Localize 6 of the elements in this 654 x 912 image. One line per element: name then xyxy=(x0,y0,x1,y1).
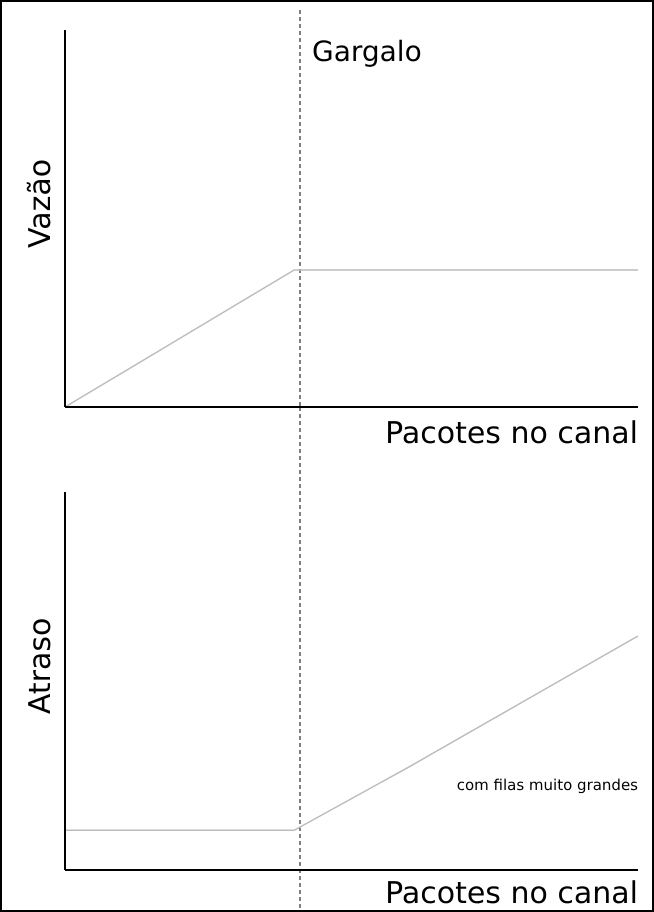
y-axis-title: Vazão xyxy=(23,158,58,248)
x-axis-title: Pacotes no canal xyxy=(385,876,638,911)
annotation: com filas muito grandes xyxy=(456,776,638,794)
text: Gargalo xyxy=(312,35,422,68)
x-axis-title: Pacotes no canal xyxy=(385,416,638,451)
y-axis-title: Atraso xyxy=(23,618,58,714)
